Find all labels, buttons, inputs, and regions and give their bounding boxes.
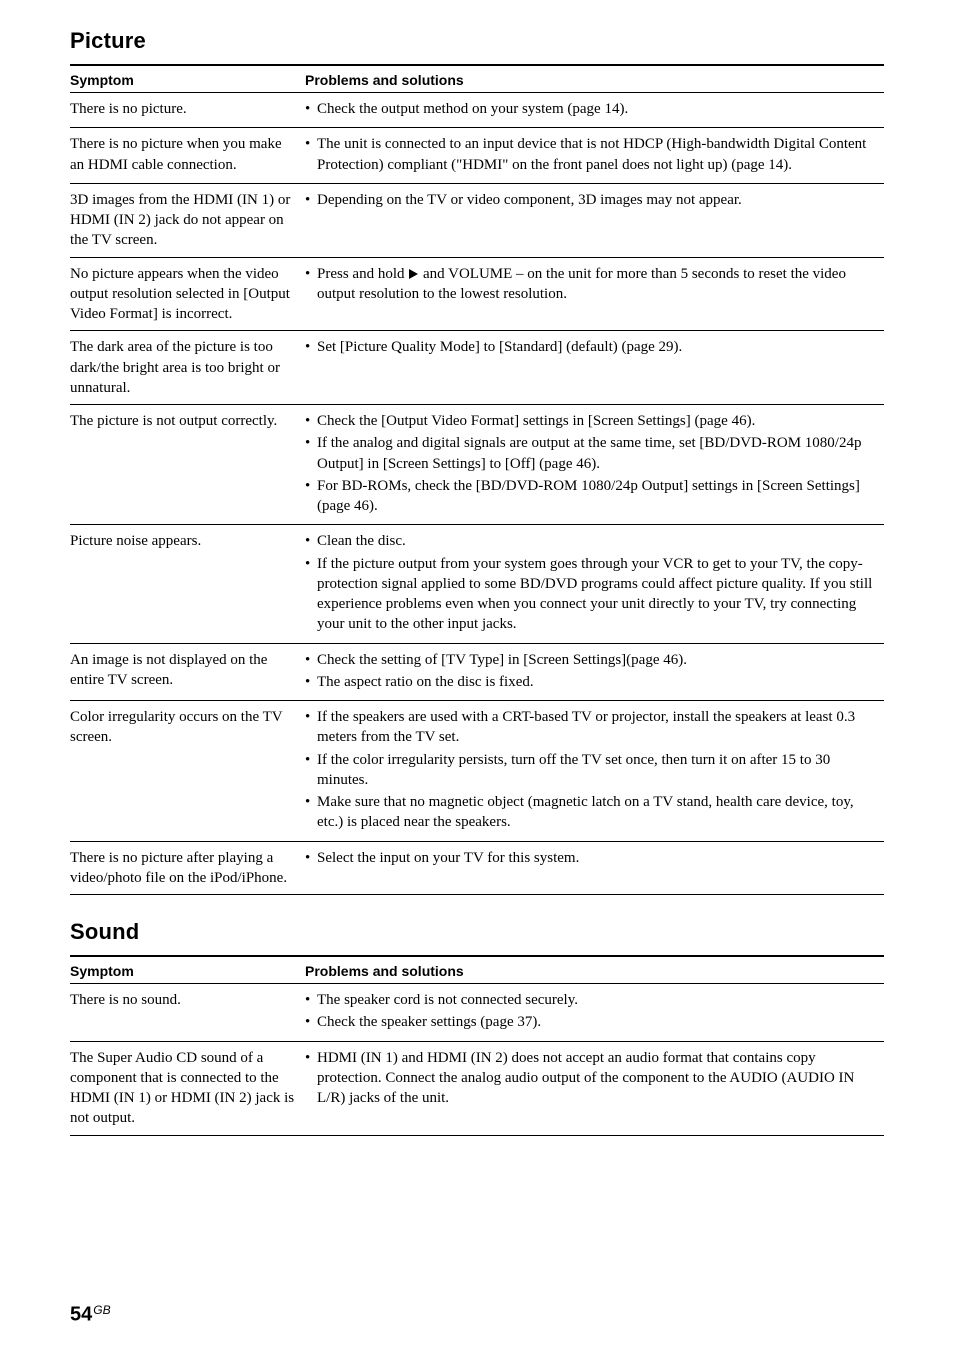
solution-bullet: Make sure that no magnetic object (magne… <box>305 792 878 833</box>
solutions-cell: Check the output method on your system (… <box>305 93 884 128</box>
solution-bullet: Check the speaker settings (page 37). <box>305 1012 878 1032</box>
solutions-cell: HDMI (IN 1) and HDMI (IN 2) does not acc… <box>305 1041 884 1135</box>
symptom-cell: Color irregularity occurs on the TV scre… <box>70 701 305 842</box>
picture-th-symptom: Symptom <box>70 65 305 93</box>
sound-th-problems: Problems and solutions <box>305 956 884 984</box>
page-footer: 54GB <box>70 1303 111 1326</box>
picture-th-problems: Problems and solutions <box>305 65 884 93</box>
solutions-cell: Check the setting of [TV Type] in [Scree… <box>305 643 884 701</box>
table-row: Picture noise appears.Clean the disc. If … <box>70 525 884 643</box>
solution-bullet: Select the input on your TV for this sys… <box>305 848 878 868</box>
page-number: 54 <box>70 1303 92 1325</box>
table-row: Color irregularity occurs on the TV scre… <box>70 701 884 842</box>
sound-th-symptom: Symptom <box>70 956 305 984</box>
solution-bullet: If the analog and digital signals are ou… <box>305 433 878 474</box>
table-row: No picture appears when the video output… <box>70 257 884 331</box>
section-heading-sound: Sound <box>70 919 884 945</box>
solutions-cell: The speaker cord is not connected secure… <box>305 984 884 1042</box>
solution-bullet: HDMI (IN 1) and HDMI (IN 2) does not acc… <box>305 1048 878 1109</box>
solution-bullet: If the color irregularity persists, turn… <box>305 750 878 791</box>
solution-bullet: Check the setting of [TV Type] in [Scree… <box>305 650 878 670</box>
solution-bullet: Set [Picture Quality Mode] to [Standard]… <box>305 337 878 357</box>
symptom-cell: There is no picture. <box>70 93 305 128</box>
solution-bullet: Depending on the TV or video component, … <box>305 190 878 210</box>
solution-bullet: If the picture output from your system g… <box>305 554 878 635</box>
solution-bullet: Press and hold and VOLUME – on the unit … <box>305 264 878 305</box>
table-row: There is no picture.Check the output met… <box>70 93 884 128</box>
solution-bullet: If the speakers are used with a CRT-base… <box>305 707 878 748</box>
picture-table: Symptom Problems and solutions There is … <box>70 64 884 895</box>
solution-bullet: For BD-ROMs, check the [BD/DVD-ROM 1080/… <box>305 476 878 517</box>
table-row: The picture is not output correctly.Chec… <box>70 405 884 525</box>
symptom-cell: An image is not displayed on the entire … <box>70 643 305 701</box>
solutions-cell: Check the [Output Video Format] settings… <box>305 405 884 525</box>
solutions-cell: The unit is connected to an input device… <box>305 128 884 184</box>
symptom-cell: The dark area of the picture is too dark… <box>70 331 305 405</box>
table-row: There is no picture when you make an HDM… <box>70 128 884 184</box>
table-row: An image is not displayed on the entire … <box>70 643 884 701</box>
symptom-cell: 3D images from the HDMI (IN 1) or HDMI (… <box>70 183 305 257</box>
solutions-cell: Set [Picture Quality Mode] to [Standard]… <box>305 331 884 405</box>
solutions-cell: Press and hold and VOLUME – on the unit … <box>305 257 884 331</box>
play-icon <box>409 269 418 279</box>
symptom-cell: The Super Audio CD sound of a component … <box>70 1041 305 1135</box>
symptom-cell: There is no picture after playing a vide… <box>70 841 305 895</box>
solution-bullet: Check the [Output Video Format] settings… <box>305 411 878 431</box>
table-row: 3D images from the HDMI (IN 1) or HDMI (… <box>70 183 884 257</box>
solutions-cell: Select the input on your TV for this sys… <box>305 841 884 895</box>
page-suffix: GB <box>93 1303 110 1317</box>
symptom-cell: There is no sound. <box>70 984 305 1042</box>
table-row: There is no sound.The speaker cord is no… <box>70 984 884 1042</box>
solutions-cell: If the speakers are used with a CRT-base… <box>305 701 884 842</box>
solution-bullet: The unit is connected to an input device… <box>305 134 878 175</box>
symptom-cell: Picture noise appears. <box>70 525 305 643</box>
symptom-cell: No picture appears when the video output… <box>70 257 305 331</box>
solutions-cell: Depending on the TV or video component, … <box>305 183 884 257</box>
solution-bullet: The aspect ratio on the disc is fixed. <box>305 672 878 692</box>
sound-table: Symptom Problems and solutions There is … <box>70 955 884 1136</box>
table-row: The Super Audio CD sound of a component … <box>70 1041 884 1135</box>
table-row: There is no picture after playing a vide… <box>70 841 884 895</box>
section-heading-picture: Picture <box>70 28 884 54</box>
solution-bullet: Check the output method on your system (… <box>305 99 878 119</box>
table-row: The dark area of the picture is too dark… <box>70 331 884 405</box>
solution-bullet: Clean the disc. <box>305 531 878 551</box>
solution-bullet: The speaker cord is not connected secure… <box>305 990 878 1010</box>
symptom-cell: The picture is not output correctly. <box>70 405 305 525</box>
bullet-text-pre: Press and hold <box>317 266 408 282</box>
solutions-cell: Clean the disc. If the picture output fro… <box>305 525 884 643</box>
symptom-cell: There is no picture when you make an HDM… <box>70 128 305 184</box>
